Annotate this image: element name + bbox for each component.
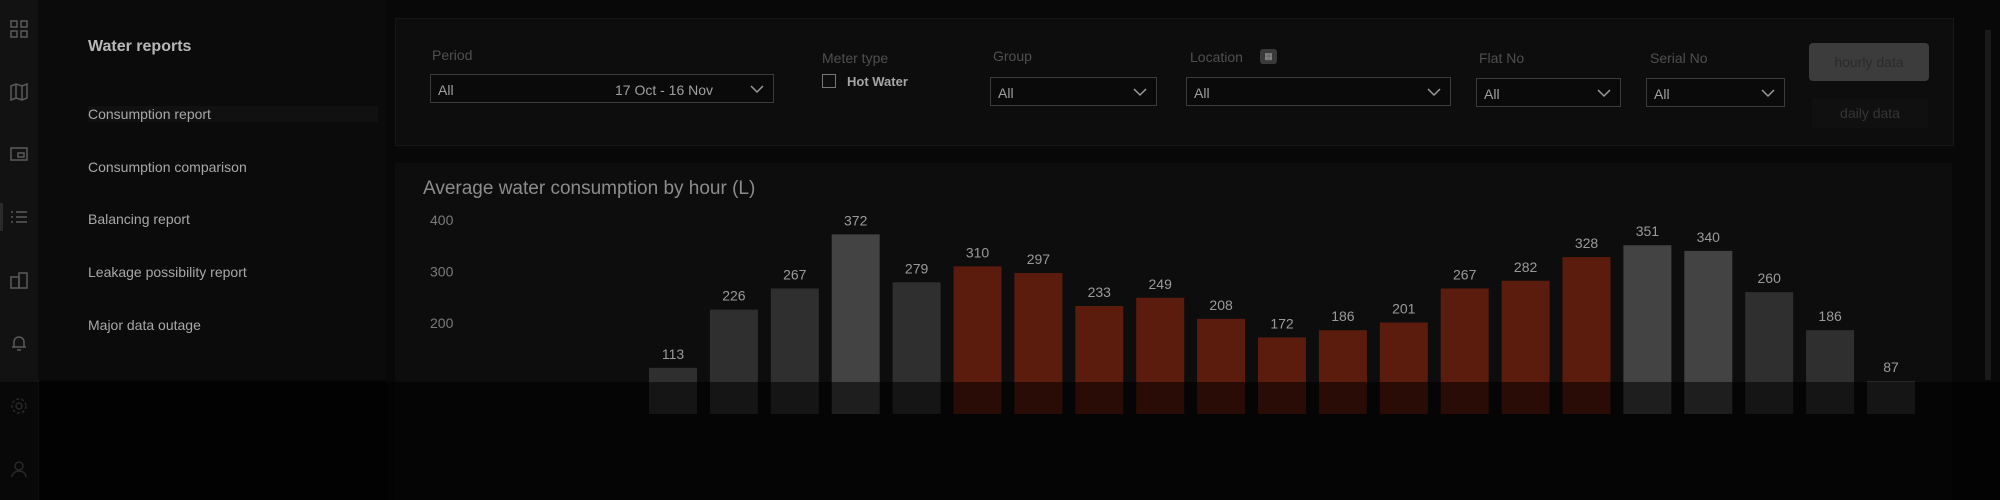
chevron-down-icon	[1597, 89, 1611, 98]
chart-bar[interactable]	[1806, 330, 1855, 414]
location-select[interactable]: All	[1186, 77, 1451, 106]
user-icon[interactable]	[9, 459, 29, 479]
y-tick-label: 400	[430, 212, 454, 228]
settings-icon[interactable]	[9, 396, 29, 416]
chevron-down-icon	[1427, 88, 1441, 97]
bar-value-label: 208	[1209, 297, 1233, 313]
monitor-icon[interactable]	[9, 145, 29, 165]
chart-bar[interactable]	[1197, 318, 1246, 414]
chart-bar[interactable]	[1014, 273, 1063, 414]
bar-value-label: 172	[1270, 315, 1294, 331]
location-label: Location	[1190, 49, 1243, 65]
chart-bar[interactable]	[1318, 330, 1367, 414]
bar-value-label: 340	[1697, 229, 1721, 245]
period-range: 17 Oct - 16 Nov	[615, 82, 714, 98]
building-icon[interactable]	[9, 270, 29, 290]
chevron-down-icon	[1761, 89, 1775, 98]
hot-water-label: Hot Water	[847, 74, 908, 89]
chart-bar[interactable]	[1258, 337, 1306, 414]
bar-value-label: 260	[1758, 270, 1782, 286]
bar-value-label: 297	[1027, 251, 1051, 267]
bar-value-label: 233	[1088, 284, 1112, 300]
y-tick-label: 300	[430, 264, 454, 280]
bar-value-label: 87	[1883, 359, 1899, 375]
bar-value-label: 282	[1514, 259, 1538, 275]
chart-bar[interactable]	[1501, 280, 1550, 414]
chart-bar[interactable]	[1562, 257, 1611, 414]
menu-item-consumption-report[interactable]: Consumption report	[88, 106, 378, 122]
chart-bar[interactable]	[953, 266, 1002, 414]
y-tick-label: 200	[430, 315, 454, 331]
chart-bar[interactable]	[649, 367, 697, 414]
bar-value-label: 351	[1636, 223, 1660, 239]
flat-no-label: Flat No	[1479, 50, 1525, 66]
serial-no-value: All	[1654, 86, 1670, 102]
menu-item-balancing-report[interactable]: Balancing report	[88, 211, 190, 227]
chart-bar[interactable]	[1136, 297, 1185, 414]
chart-bar[interactable]	[1623, 245, 1672, 414]
map-icon[interactable]	[9, 82, 29, 102]
dashboard-icon[interactable]	[9, 19, 29, 39]
flat-no-value: All	[1484, 86, 1500, 102]
serial-no-select[interactable]: All	[1646, 78, 1785, 107]
bar-value-label: 186	[1331, 308, 1355, 324]
hot-water-checkbox[interactable]	[822, 74, 836, 88]
bar-value-label: 310	[966, 244, 990, 260]
group-label: Group	[993, 48, 1032, 64]
bell-icon[interactable]	[9, 333, 29, 353]
period-value: All	[438, 82, 454, 98]
bar-value-label: 113	[662, 346, 685, 362]
hourly-data-button[interactable]: hourly data	[1809, 43, 1929, 81]
chart-bar[interactable]	[1867, 381, 1915, 414]
bar-chart: 400 300 200 113 226 267 372 279 310 297 233 249 208 1…	[430, 212, 1915, 414]
chevron-down-icon	[1133, 88, 1147, 97]
menu-item-major-data-outage[interactable]: Major data outage	[88, 317, 201, 333]
period-select[interactable]: All 17 Oct - 16 Nov	[430, 74, 774, 103]
chart-bar[interactable]	[709, 309, 758, 414]
menu-item-leakage-possibility-report[interactable]: Leakage possibility report	[88, 264, 247, 280]
chart-bar[interactable]	[1684, 250, 1733, 414]
meter-type-label: Meter type	[822, 50, 889, 66]
serial-no-label: Serial No	[1650, 50, 1708, 66]
menu-item-consumption-comparison[interactable]: Consumption comparison	[88, 159, 247, 175]
daily-data-button[interactable]: daily data	[1812, 98, 1928, 128]
bar-value-label: 267	[783, 266, 807, 282]
period-label: Period	[432, 47, 473, 63]
menu-title: Water reports	[88, 38, 192, 55]
location-value: All	[1194, 85, 1210, 101]
reports-menu: Water reports Consumption report Consump…	[38, 0, 386, 380]
bar-value-label: 328	[1575, 235, 1599, 251]
chart-title: Average water consumption by hour (L)	[423, 178, 756, 199]
bar-value-label: 267	[1453, 266, 1477, 282]
location-info-icon[interactable]: ▦	[1260, 49, 1277, 64]
chart-bar[interactable]	[892, 282, 941, 414]
chart-bar[interactable]	[831, 234, 880, 414]
list-icon[interactable]	[0, 203, 29, 231]
bar-value-label: 226	[722, 288, 746, 304]
group-value: All	[998, 85, 1014, 101]
flat-no-select[interactable]: All	[1476, 78, 1621, 107]
chevron-down-icon	[750, 85, 764, 94]
bar-value-label: 186	[1818, 308, 1842, 324]
chart-bar[interactable]	[1440, 288, 1489, 414]
bar-value-label: 372	[844, 212, 868, 228]
nav-rail	[0, 0, 39, 500]
chart-bar[interactable]	[1379, 322, 1428, 414]
bar-value-label: 249	[1149, 276, 1173, 292]
bar-value-label: 201	[1392, 300, 1416, 316]
vertical-scrollbar[interactable]	[1985, 30, 1991, 380]
chart-bar[interactable]	[1075, 306, 1124, 414]
group-select[interactable]: All	[990, 77, 1157, 106]
chart-bar[interactable]	[770, 288, 819, 414]
chart-bar[interactable]	[1745, 292, 1794, 414]
bar-value-label: 279	[905, 260, 929, 276]
